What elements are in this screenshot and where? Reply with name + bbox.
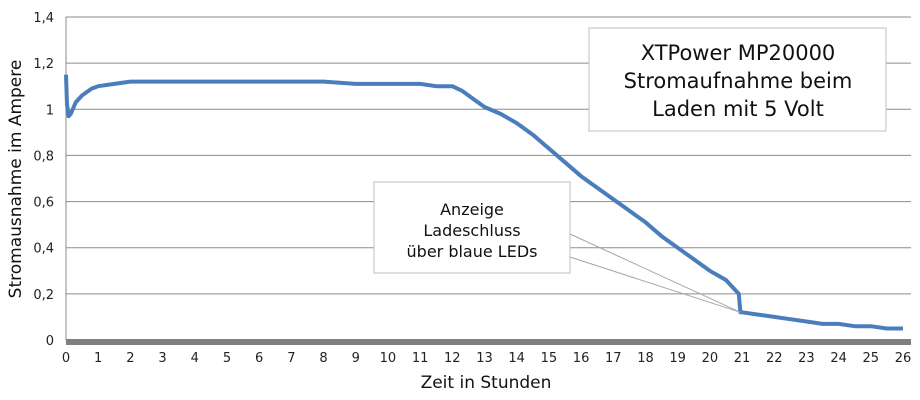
x-tick-label: 22 — [766, 351, 783, 366]
x-tick-label: 19 — [669, 351, 686, 366]
x-tick-label: 9 — [352, 351, 360, 366]
callout-line-1: Anzeige — [440, 200, 504, 219]
x-tick-label: 11 — [412, 351, 429, 366]
x-tick-label: 24 — [830, 351, 847, 366]
y-tick-label: 0 — [46, 334, 54, 349]
x-tick-label: 6 — [255, 351, 263, 366]
x-tick-label: 18 — [637, 351, 654, 366]
x-tick-label: 1 — [94, 351, 102, 366]
chart-title-box: XTPower MP20000 Stromaufnahme beim Laden… — [588, 27, 887, 132]
x-tick-label: 13 — [476, 351, 493, 366]
y-tick-label: 0,4 — [33, 242, 54, 257]
x-tick-label: 26 — [895, 351, 912, 366]
chart-title-line-3: Laden mit 5 Volt — [652, 97, 824, 121]
x-tick-labels: 0 1 2 3 4 5 6 7 8 9 10 11 12 13 14 15 16 17 18 19 20 21 22 23 24… — [62, 351, 911, 366]
y-tick-label: 1,2 — [33, 57, 54, 72]
x-tick-label: 5 — [223, 351, 231, 366]
chart-title-line-2: Stromaufnahme beim — [624, 69, 853, 93]
y-tick-label: 0,8 — [33, 149, 54, 164]
x-tick-label: 4 — [191, 351, 199, 366]
x-tick-label: 2 — [126, 351, 134, 366]
x-tick-label: 3 — [158, 351, 166, 366]
x-tick-label: 12 — [444, 351, 461, 366]
x-tick-label: 21 — [734, 351, 751, 366]
y-tick-label: 0,6 — [33, 196, 54, 211]
x-tick-label: 8 — [319, 351, 327, 366]
callout-leader-line — [569, 256, 741, 313]
x-tick-label: 23 — [798, 351, 815, 366]
y-tick-label: 1,4 — [33, 11, 54, 26]
y-tick-label: 1 — [46, 103, 54, 118]
x-axis-line — [66, 339, 911, 345]
callout-line-3: über blaue LEDs — [407, 242, 538, 261]
series-line — [64, 74, 903, 331]
x-tick-label: 15 — [541, 351, 558, 366]
chart-title-frame — [588, 27, 887, 132]
y-tick-labels: 0 0,2 0,4 0,6 0,8 1 1,2 1,4 — [33, 11, 54, 349]
x-tick-label: 7 — [287, 351, 295, 366]
x-tick-label: 25 — [863, 351, 880, 366]
x-tick-label: 14 — [508, 351, 525, 366]
y-tick-label: 0,2 — [33, 288, 54, 303]
chart-title-line-1: XTPower MP20000 — [641, 41, 836, 65]
x-tick-label: 17 — [605, 351, 622, 366]
x-tick-label: 16 — [573, 351, 590, 366]
callout-box — [373, 181, 571, 274]
callout-leader-line — [569, 233, 741, 313]
callout: Anzeige Ladeschluss über blaue LEDs — [373, 181, 741, 313]
x-tick-label: 10 — [380, 351, 397, 366]
x-tick-label: 0 — [62, 351, 70, 366]
y-axis-title: Stromausnahme im Ampere — [6, 60, 26, 299]
x-tick-label: 20 — [702, 351, 719, 366]
callout-line-2: Ladeschluss — [423, 221, 520, 240]
x-axis-title: Zeit in Stunden — [421, 373, 552, 393]
